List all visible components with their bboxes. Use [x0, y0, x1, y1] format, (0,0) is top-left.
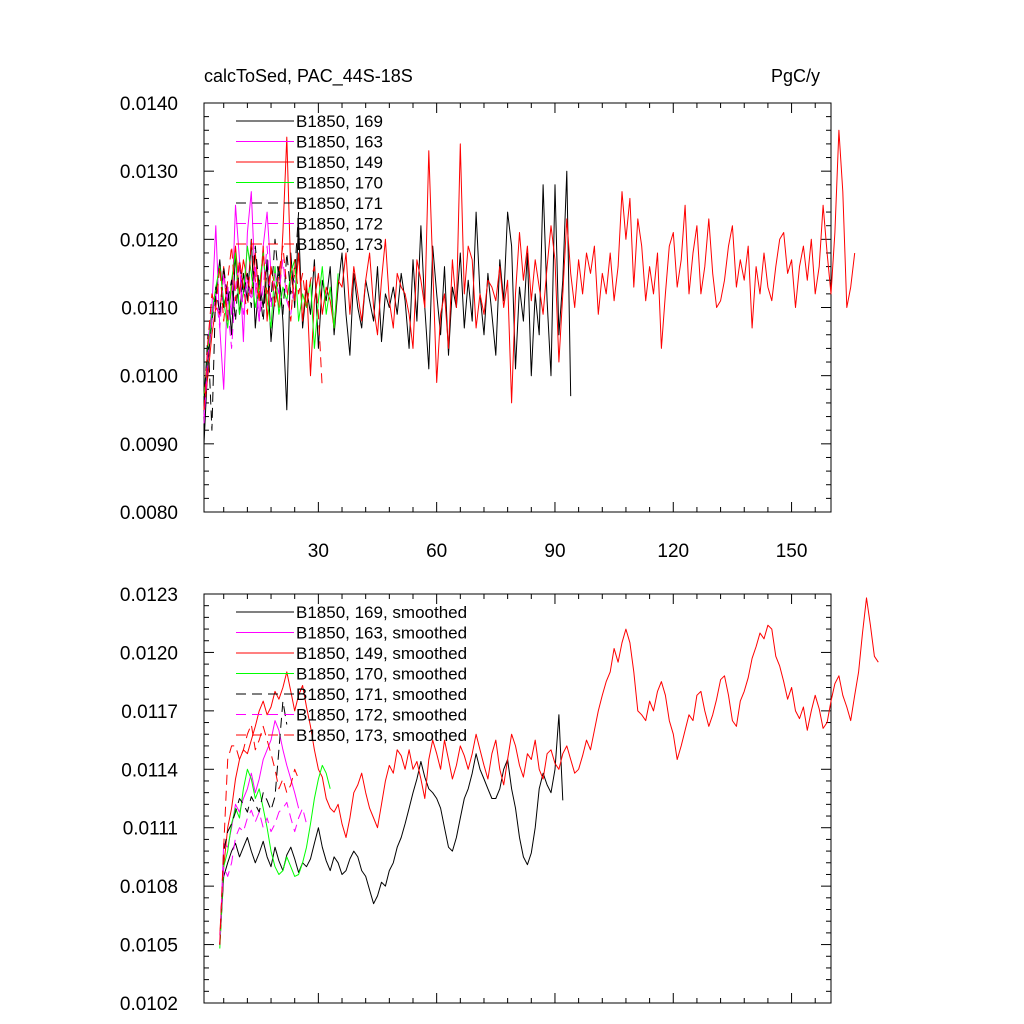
y-tick-label: 0.0130 — [120, 162, 178, 183]
series-line-1 — [203, 191, 272, 417]
legend-label-6: B1850, 173, smoothed — [296, 726, 467, 745]
x-tick-label: 30 — [308, 541, 329, 562]
series-line-5 — [203, 245, 296, 424]
bottom-panel: 0.0102 0.0105 0.0108 0.0111 0.0114 0.0117 0.01… — [120, 585, 879, 1015]
bottom-panel-series — [219, 597, 879, 949]
legend-label-2: B1850, 149 — [296, 153, 383, 172]
top-panel-series — [203, 129, 856, 444]
top-panel: calcToSed, PAC_44S-18S PgC/y 0.0080 0.009… — [120, 66, 856, 562]
legend-label-1: B1850, 163, smoothed — [296, 624, 467, 643]
legend-label-4: B1850, 171, smoothed — [296, 685, 467, 704]
series-line-6 — [203, 238, 323, 410]
y-tick-label: 0.0140 — [120, 94, 178, 115]
plot-frame — [203, 593, 832, 1004]
series-line-3 — [219, 764, 331, 949]
y-tick-label: 0.0120 — [120, 230, 178, 251]
x-tick-label: 150 — [776, 541, 808, 562]
series-line-1 — [219, 720, 300, 945]
x-tick-label: 120 — [657, 541, 689, 562]
legend-label-5: B1850, 172, smoothed — [296, 706, 467, 725]
y-tick-label: 0.0102 — [120, 994, 178, 1015]
series-line-3 — [203, 245, 339, 397]
bottom-panel-axes: 0.0102 0.0105 0.0108 0.0111 0.0114 0.0117 0.01… — [120, 585, 832, 1015]
series-line-6 — [219, 724, 300, 945]
legend-label-2: B1850, 149, smoothed — [296, 644, 467, 663]
y-tick-label: 0.0111 — [123, 819, 178, 840]
y-tick-label: 0.0100 — [120, 367, 178, 388]
series-line-2 — [219, 597, 879, 935]
legend-label-1: B1850, 163 — [296, 133, 383, 152]
y-tick-label: 0.0123 — [120, 585, 178, 606]
top-panel-units: PgC/y — [771, 66, 820, 86]
legend-label-3: B1850, 170, smoothed — [296, 665, 467, 684]
top-panel-title: calcToSed, PAC_44S-18S — [204, 66, 413, 87]
y-tick-label: 0.0120 — [120, 643, 178, 664]
y-tick-label: 0.0105 — [120, 936, 178, 957]
series-line-5 — [219, 801, 307, 941]
bottom-panel-legend: B1850, 169, smoothed B1850, 163, smoothed… — [236, 603, 467, 745]
series-line-4 — [203, 212, 300, 431]
y-tick-label: 0.0108 — [120, 877, 178, 898]
y-tick-label: 0.0117 — [121, 702, 178, 723]
legend-label-3: B1850, 170 — [296, 174, 383, 193]
legend-label-0: B1850, 169, smoothed — [296, 603, 467, 622]
y-tick-label: 0.0090 — [120, 435, 178, 456]
legend-label-4: B1850, 171 — [296, 194, 383, 213]
y-tick-label: 0.0110 — [121, 299, 178, 320]
y-tick-label: 0.0114 — [121, 760, 178, 781]
x-tick-label: 90 — [544, 541, 565, 562]
y-tick-label: 0.0080 — [120, 503, 178, 524]
series-line-0 — [219, 714, 564, 945]
legend-label-0: B1850, 169 — [296, 112, 383, 131]
legend-label-5: B1850, 172 — [296, 215, 383, 234]
x-tick-label: 60 — [426, 541, 447, 562]
legend-label-6: B1850, 173 — [296, 235, 383, 254]
series-line-4 — [219, 700, 288, 945]
series-line-2 — [203, 129, 856, 410]
series-line-0 — [203, 170, 572, 444]
